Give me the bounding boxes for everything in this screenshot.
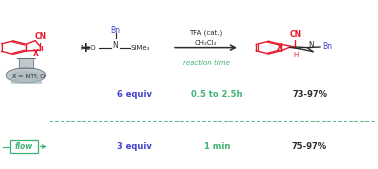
Text: 73-97%: 73-97% (292, 90, 327, 99)
Text: 0.5 to 2.5h: 0.5 to 2.5h (192, 90, 243, 99)
Text: TFA (cat.): TFA (cat.) (189, 29, 223, 36)
Text: X = NTf, O: X = NTf, O (12, 74, 46, 79)
Text: Bn: Bn (110, 26, 121, 35)
Text: flow: flow (15, 142, 33, 151)
Text: MeO: MeO (80, 45, 96, 51)
Text: H: H (293, 52, 299, 58)
Text: SiMe₃: SiMe₃ (131, 45, 150, 51)
Text: X: X (33, 49, 39, 58)
Text: 75-97%: 75-97% (292, 142, 327, 151)
Text: N: N (113, 41, 118, 50)
Polygon shape (6, 68, 45, 83)
FancyBboxPatch shape (11, 140, 37, 153)
Text: X: X (277, 43, 283, 52)
Text: 6 equiv: 6 equiv (117, 90, 152, 99)
Text: N: N (308, 41, 314, 51)
Text: CN: CN (289, 30, 301, 39)
Text: 3 equiv: 3 equiv (117, 142, 152, 151)
Text: Bn: Bn (322, 42, 332, 52)
Text: reaction time: reaction time (183, 60, 229, 66)
Text: CH₂Cl₂: CH₂Cl₂ (195, 40, 217, 46)
Text: 1 min: 1 min (204, 142, 231, 151)
Text: +: + (80, 41, 91, 55)
Text: CN: CN (35, 32, 47, 41)
Polygon shape (19, 58, 33, 67)
